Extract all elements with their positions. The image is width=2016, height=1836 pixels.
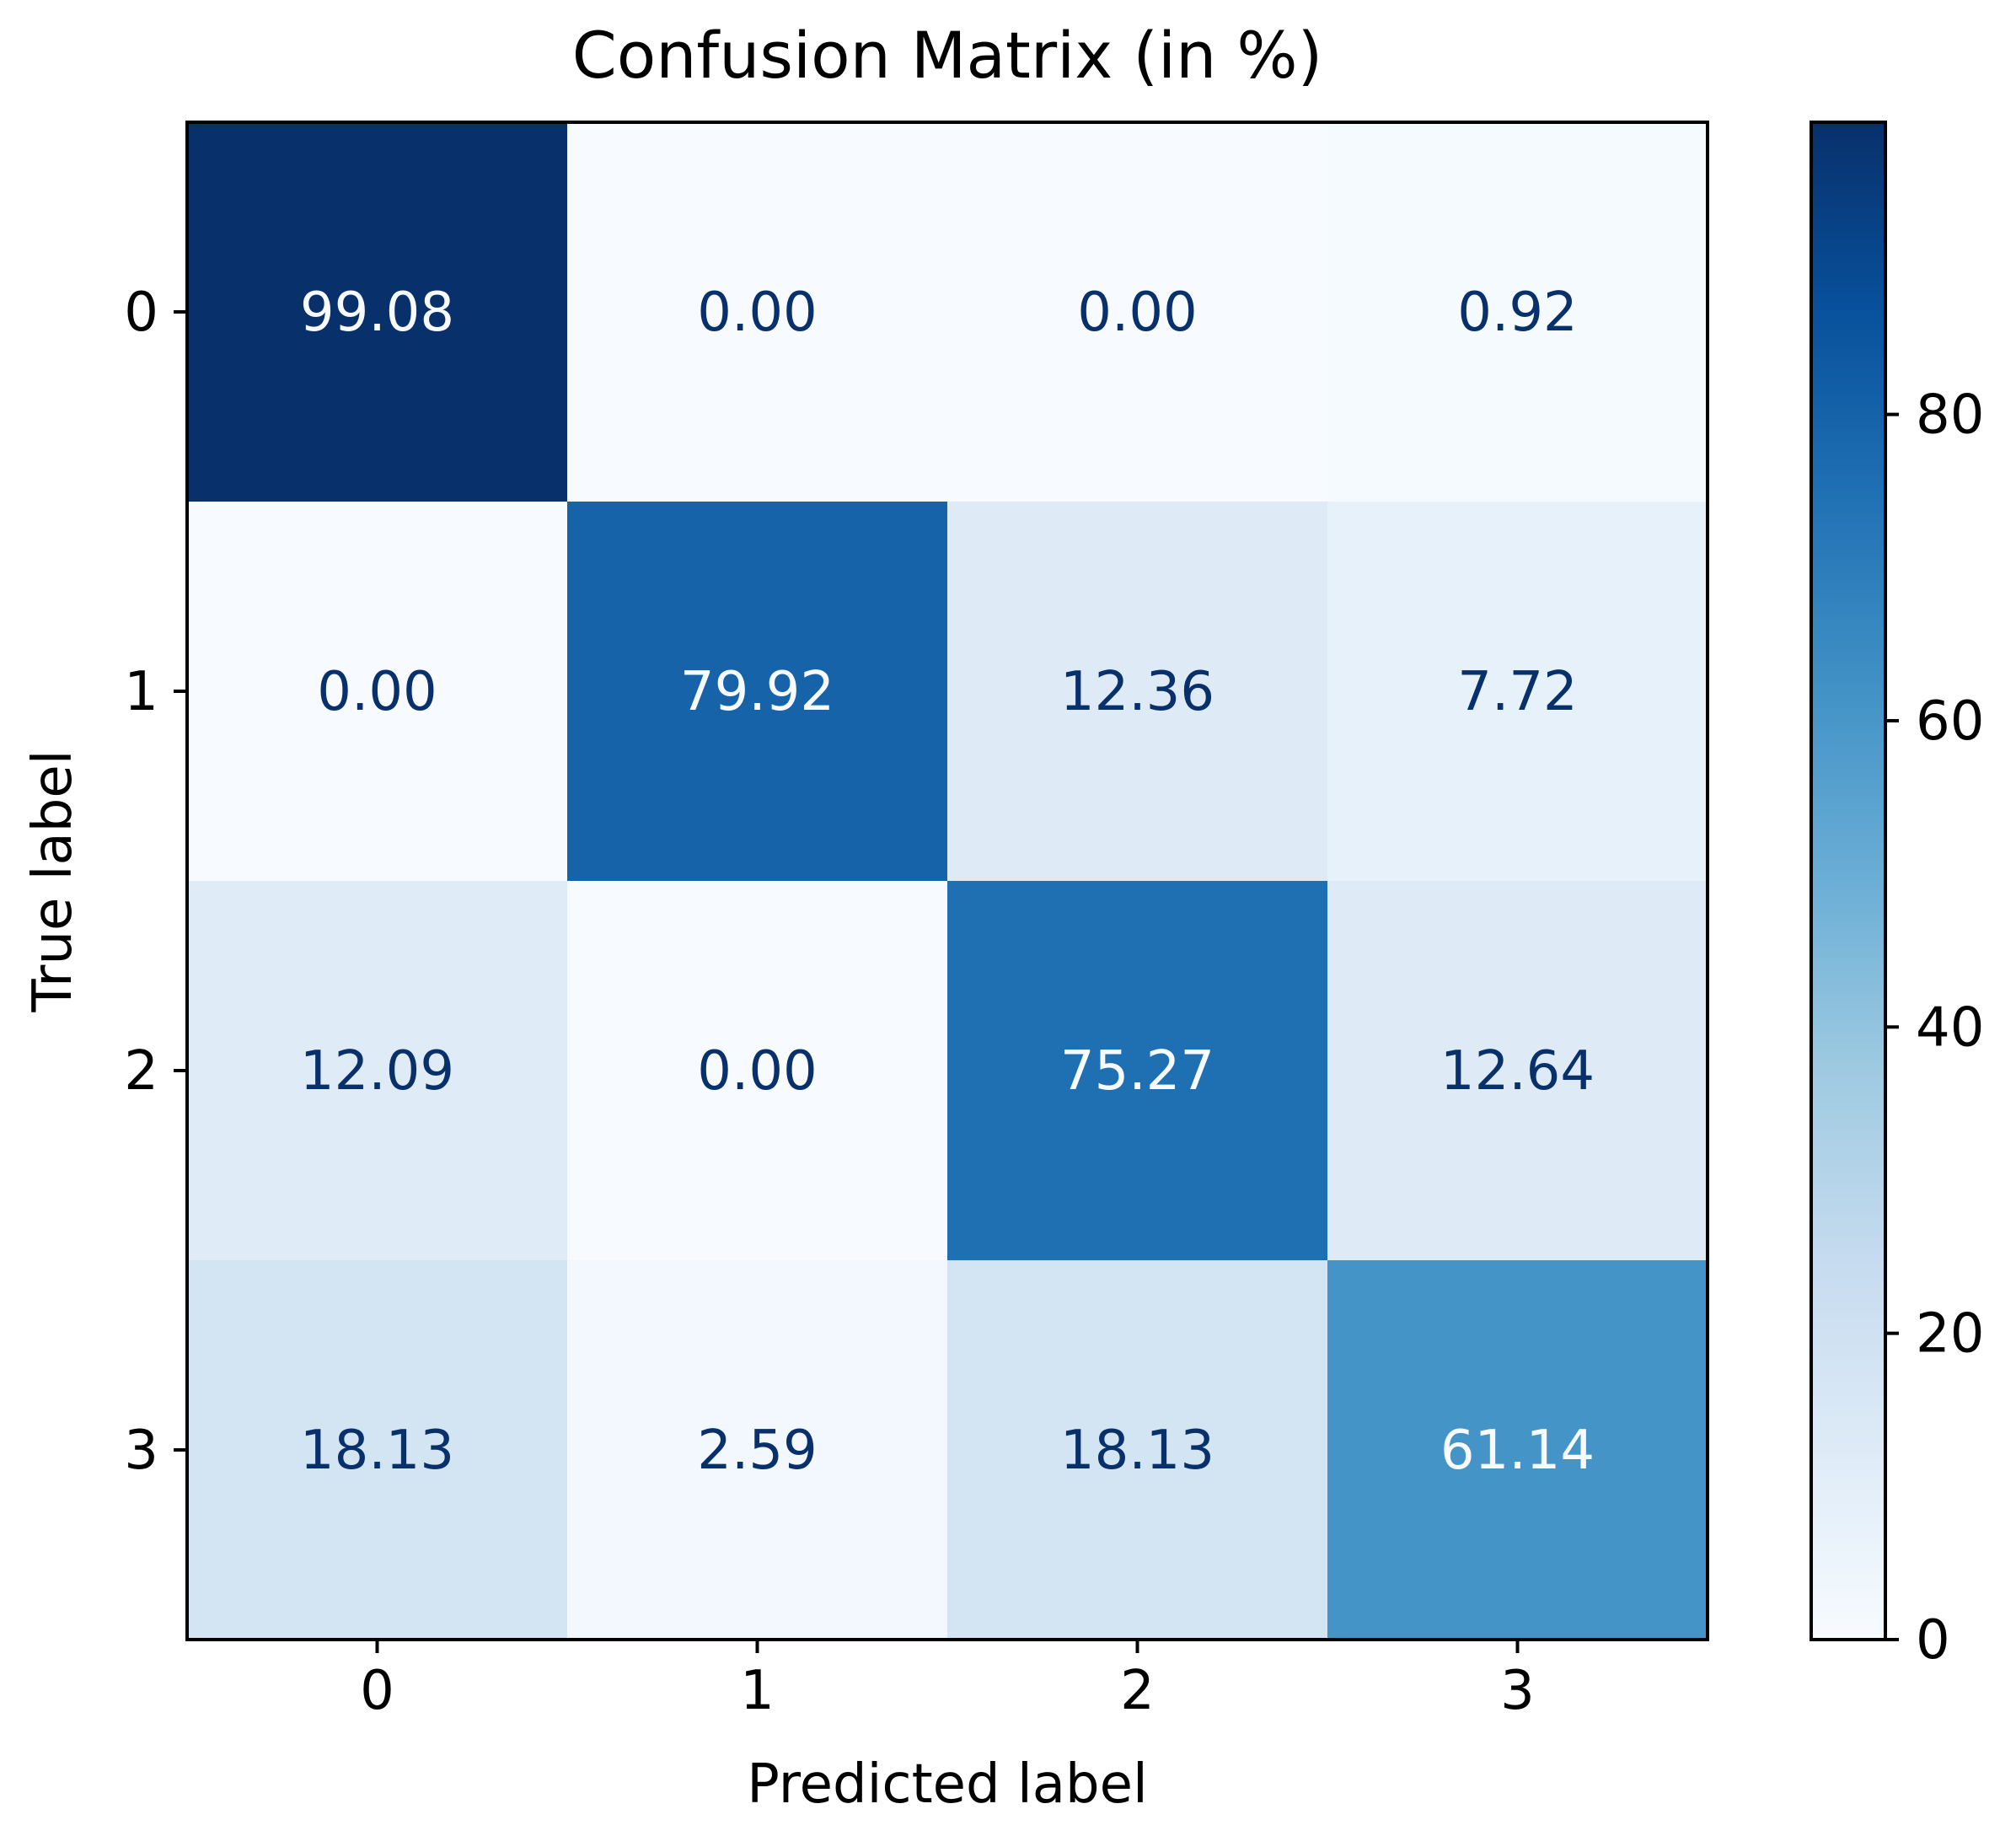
cell-value-label: 0.00 (697, 282, 818, 344)
colorbar-ticks: 0 20 40 60 80 (1885, 384, 1984, 1672)
cell-value-label: 12.09 (300, 1040, 454, 1103)
colorbar-tick-label: 20 (1916, 1303, 1984, 1366)
y-tick-label: 3 (124, 1420, 158, 1482)
colorbar-tick-label: 80 (1916, 384, 1984, 447)
cell-value-label: 2.59 (697, 1420, 818, 1482)
y-axis-ticks: 0 1 2 3 (124, 282, 187, 1482)
colorbar-tick-label: 60 (1916, 690, 1984, 753)
cell-value-label: 18.13 (1060, 1420, 1214, 1482)
heatmap-cell (567, 122, 948, 502)
cell-value-label: 79.92 (680, 661, 834, 723)
x-axis-label: Predicted label (747, 1753, 1148, 1816)
x-tick-label: 0 (360, 1660, 394, 1722)
heatmap-cell (947, 1260, 1328, 1640)
x-axis-ticks: 0 1 2 3 (360, 1640, 1535, 1722)
plot-frame (185, 121, 1709, 1641)
heatmap-cell (1327, 1260, 1708, 1640)
colorbar-tick-label: 40 (1916, 996, 1984, 1059)
cell-value-label: 0.00 (317, 661, 437, 723)
cell-value-label: 12.36 (1060, 661, 1214, 723)
x-tick-label: 3 (1500, 1660, 1535, 1722)
heatmap-cell (947, 122, 1328, 502)
heatmap-cell (567, 1260, 948, 1640)
cell-value-label: 7.72 (1457, 661, 1578, 723)
heatmap-cell (187, 122, 568, 502)
cell-value-label: 75.27 (1060, 1040, 1214, 1103)
heatmap-cell (1327, 502, 1708, 882)
heatmap-cell (1327, 881, 1708, 1261)
heatmap-cell (187, 1260, 568, 1640)
heatmap-cell (947, 881, 1328, 1261)
y-tick-label: 1 (124, 661, 158, 723)
colorbar (1810, 121, 1887, 1641)
cell-value-label: 99.08 (300, 282, 454, 344)
heatmap-cell (567, 881, 948, 1261)
colorbar-tick-label: 0 (1916, 1609, 1950, 1672)
heatmap-cell (567, 502, 948, 882)
x-tick-label: 1 (740, 1660, 775, 1722)
heatmap-cells (187, 122, 1708, 1640)
y-tick-label: 2 (124, 1040, 158, 1103)
heatmap-cell (1327, 122, 1708, 502)
cell-value-label: 12.64 (1440, 1040, 1595, 1103)
y-tick-label: 0 (124, 282, 158, 344)
cell-value-label: 18.13 (300, 1420, 454, 1482)
y-axis-label: True label (22, 749, 84, 1012)
chart-title: Confusion Matrix (in %) (572, 18, 1323, 93)
heatmap-cell (947, 502, 1328, 882)
heatmap-cell (187, 502, 568, 882)
cell-value-label: 0.00 (1077, 282, 1198, 344)
cell-value-label: 0.92 (1457, 282, 1578, 344)
x-tick-label: 2 (1120, 1660, 1155, 1722)
cell-value-labels: 99.08 0.00 0.00 0.92 0.00 79.92 12.36 7.72 12.09… (300, 282, 1595, 1482)
cell-value-label: 0.00 (697, 1040, 818, 1103)
cell-value-label: 61.14 (1440, 1420, 1595, 1482)
heatmap-cell (187, 881, 568, 1261)
